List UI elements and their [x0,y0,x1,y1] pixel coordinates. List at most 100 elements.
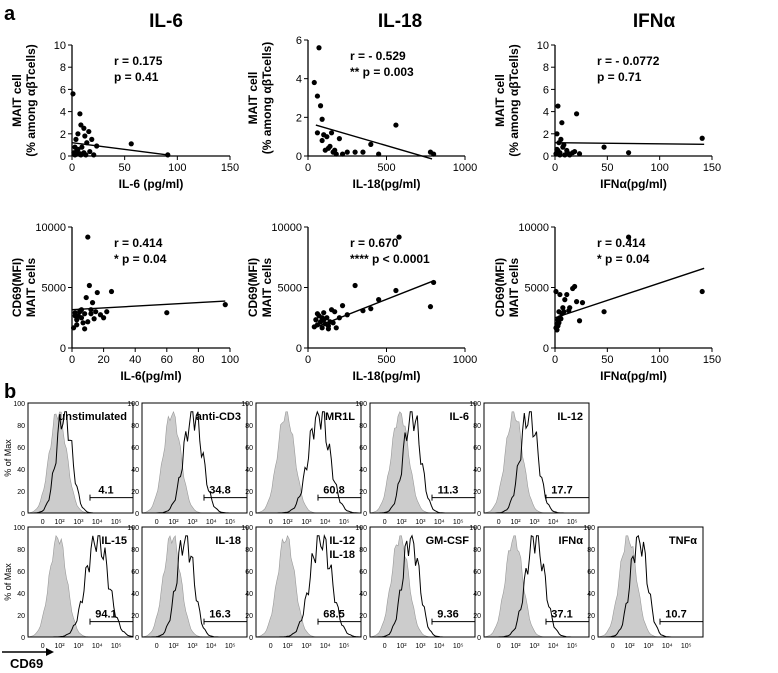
stats-line: **** p < 0.0001 [350,252,430,266]
data-point [74,317,80,323]
data-point [91,316,97,322]
histogram-y-tick: 20 [17,489,25,496]
data-point [393,287,399,294]
stats-line: r = 0.670 [350,236,399,250]
histogram-y-tick: 80 [245,547,253,554]
histogram-frame [255,526,362,638]
y-tick-label: 10000 [518,222,549,234]
histogram-panel: 68.5 IL-12 IL-18 0 20 40 60 80 100 0 10² 10³ 10⁴ 10⁵ [241,525,362,650]
data-point [625,234,632,240]
gate-percent: 34.8 [209,485,230,497]
x-tick-label: 50 [601,162,613,174]
data-point [560,305,566,311]
x-tick-label: 0 [552,162,558,174]
data-point [554,327,560,333]
data-point [79,144,85,150]
data-point [87,148,93,155]
data-point [557,315,563,321]
histogram-x-tick: 10⁴ [662,643,673,650]
data-point [360,149,366,155]
data-point [561,309,567,315]
histogram-y-tick: 40 [359,591,367,598]
histogram-x-tick: 10³ [73,643,84,650]
stimulus-label: IL-6 [449,411,469,423]
y-tick-label: 2 [60,129,66,141]
y-tick-label: 10 [54,40,66,52]
x-tick-label: 150 [703,354,721,366]
stimulus-label: IL-12 [557,411,583,423]
stats-line: ** p = 0.003 [350,65,414,79]
histogram-x-tick: 10⁴ [320,519,331,526]
data-point [91,152,97,158]
histogram-x-tick: 10⁴ [206,643,217,650]
stats-line: r = 0.414 [597,236,646,250]
data-point [558,136,564,142]
histogram-x-tick: 10⁴ [92,643,103,650]
data-point [84,140,90,146]
histogram-y-tick: 0 [591,635,595,642]
histogram-y-tick: 60 [131,445,139,452]
histogram-y-tick: 80 [473,547,481,554]
data-point [332,147,338,153]
cd69-label: CD69 [10,656,43,671]
data-point [376,297,382,303]
cd69-arrow-head [46,648,54,656]
stats-line: r = 0.414 [114,236,163,250]
x-axis-label: IFNα(pg/ml) [600,369,667,383]
data-point [89,300,96,306]
x-tick-label: 0 [69,162,75,174]
data-point [336,136,342,142]
data-point [128,141,134,147]
data-point [559,120,565,126]
histogram-y-tick: 100 [241,401,253,408]
y-tick-label: 0 [60,343,66,355]
data-point [573,299,580,305]
stats-line: r = 0.175 [114,54,163,68]
histogram-panel: 60.8 MR1L 0 20 40 60 80 100 0 10² 10³ 10⁴ 10⁵ [241,401,362,526]
histogram-y-tick: 100 [13,525,25,532]
scatter-panel-a-cd69-il6: 0 5000 10000 0 20 40 60 80 100 IL-6(pg/ml) CD69(MF… [10,222,239,383]
x-tick-label: 150 [221,162,239,174]
regression-line [554,267,705,319]
data-point [80,320,86,326]
x-axis-label: IL-18(pg/ml) [353,369,421,383]
histogram-x-tick: 10⁴ [434,519,445,526]
histogram-y-tick: 60 [17,445,25,452]
histogram-x-tick: 10³ [529,519,540,526]
data-point [330,320,336,326]
data-point [562,297,568,303]
data-point [94,289,100,296]
data-point [427,304,434,310]
data-point [325,323,332,329]
data-point [352,282,358,289]
histogram-y-tick: 60 [17,569,25,576]
data-point [368,141,374,147]
data-point [314,93,321,99]
y-tick-label: 2 [296,112,302,124]
x-tick-label: 100 [650,162,668,174]
data-point [222,302,228,308]
data-point [83,294,89,301]
x-tick-label: 1000 [453,354,477,366]
histogram-x-tick: 10⁵ [453,643,464,650]
data-point [72,152,78,158]
histogram-y-tick: 100 [127,401,139,408]
x-tick-label: 60 [161,354,173,366]
histogram-y-tick: 40 [131,467,139,474]
histogram-y-tick: 20 [245,489,253,496]
histogram-y-tick: 0 [477,635,481,642]
histogram-x-tick: 10⁵ [681,643,692,650]
data-point [332,309,338,315]
histogram-x-tick: 10⁵ [111,519,122,526]
histogram-x-tick: 0 [41,643,45,650]
data-point [164,310,170,316]
histogram-x-tick: 10⁵ [453,519,464,526]
data-point [314,311,321,317]
y-axis-label: MAIT cell(% among αβTcells) [246,42,274,155]
histogram-y-tick: 80 [359,547,367,554]
histogram-y-tick: 60 [245,569,253,576]
histogram-y-tick: 60 [473,569,481,576]
data-point [556,320,562,326]
y-tick-label: 8 [543,62,549,74]
